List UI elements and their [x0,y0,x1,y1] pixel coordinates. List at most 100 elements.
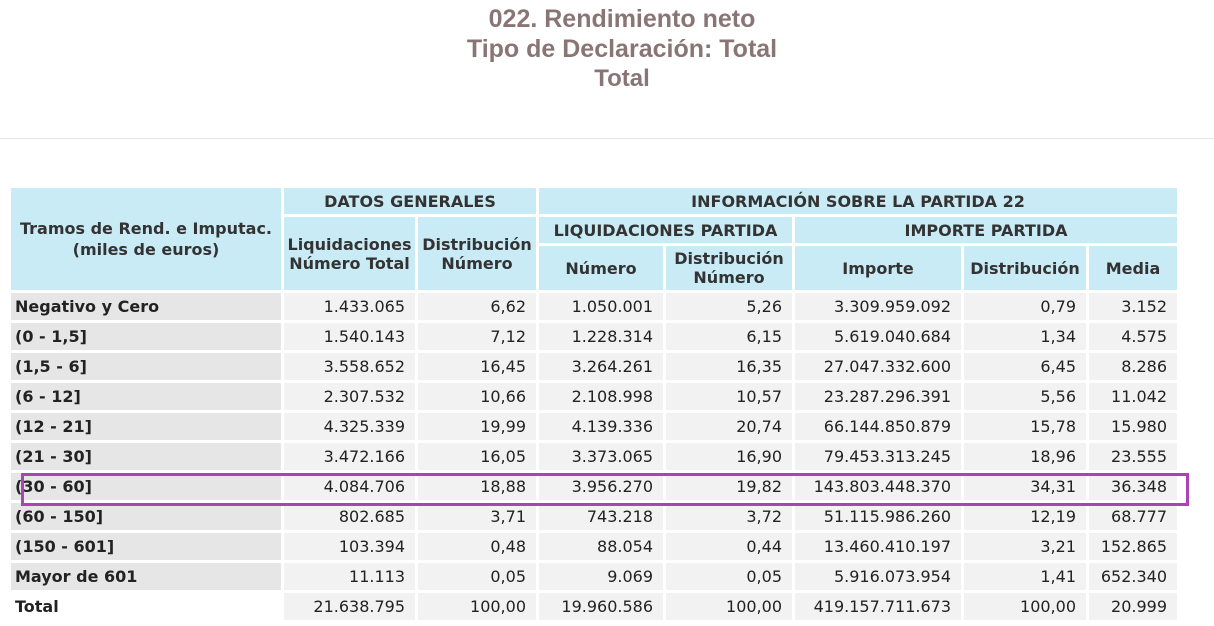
cell: 3.309.959.092 [795,293,961,320]
cell: 3,21 [964,533,1086,560]
row-label: (30 - 60] [11,473,281,500]
cell: 1.540.143 [284,323,415,350]
cell: 19,82 [666,473,792,500]
cell: 16,45 [418,353,536,380]
cell: 11.042 [1089,383,1177,410]
report-title: 022. Rendimiento neto [488,5,756,33]
table-row: Mayor de 601 11.113 0,05 9.069 0,05 5.91… [11,563,1177,590]
report-subtitle: Tipo de Declaración: Total [466,35,778,63]
cell: 7,12 [418,323,536,350]
row-label: (6 - 12] [11,383,281,410]
total-label: Total [11,593,281,620]
cell: 16,05 [418,443,536,470]
cell: 16,90 [666,443,792,470]
cell: 13.460.410.197 [795,533,961,560]
cell: 27.047.332.600 [795,353,961,380]
table-row: (150 - 601] 103.394 0,48 88.054 0,44 13.… [11,533,1177,560]
cell: 5.916.073.954 [795,563,961,590]
row-label: Mayor de 601 [11,563,281,590]
cell: 3,72 [666,503,792,530]
cell: 10,66 [418,383,536,410]
cell: 34,31 [964,473,1086,500]
cell: 10,57 [666,383,792,410]
cell: 66.144.850.879 [795,413,961,440]
cell: 4.325.339 [284,413,415,440]
cell: 2.108.998 [539,383,663,410]
cell: 1,34 [964,323,1086,350]
table-row-highlighted: (30 - 60] 4.084.706 18,88 3.956.270 19,8… [11,473,1177,500]
col-header-importe: Importe [795,246,961,290]
cell: 6,15 [666,323,792,350]
cell: 0,05 [666,563,792,590]
divider [0,138,1214,139]
cell: 1.228.314 [539,323,663,350]
importe-partida-header: IMPORTE PARTIDA [795,217,1177,243]
cell: 88.054 [539,533,663,560]
cell: 15.980 [1089,413,1177,440]
row-label: (12 - 21] [11,413,281,440]
table-row: (60 - 150] 802.685 3,71 743.218 3,72 51.… [11,503,1177,530]
cell: 0,79 [964,293,1086,320]
table-row: (6 - 12] 2.307.532 10,66 2.108.998 10,57… [11,383,1177,410]
table-row-total: Total 21.638.795 100,00 19.960.586 100,0… [11,593,1177,620]
cell: 20,74 [666,413,792,440]
cell: 51.115.986.260 [795,503,961,530]
cell: 11.113 [284,563,415,590]
cell: 3.472.166 [284,443,415,470]
cell: 0,05 [418,563,536,590]
cell: 103.394 [284,533,415,560]
cell: 20.999 [1089,593,1177,620]
row-label: Negativo y Cero [11,293,281,320]
row-label: (0 - 1,5] [11,323,281,350]
table-row: (21 - 30] 3.472.166 16,05 3.373.065 16,9… [11,443,1177,470]
col-header-numero: Número [539,246,663,290]
cell: 3.956.270 [539,473,663,500]
row-label: (1,5 - 6] [11,353,281,380]
cell: 802.685 [284,503,415,530]
cell: 4.084.706 [284,473,415,500]
cell: 0,44 [666,533,792,560]
liquidaciones-partida-header: LIQUIDACIONES PARTIDA [539,217,792,243]
cell: 100,00 [666,593,792,620]
cell: 5,26 [666,293,792,320]
col-header-media: Media [1089,246,1177,290]
col-header-liquidaciones-total: Liquidaciones Número Total [284,217,415,290]
cell: 152.865 [1089,533,1177,560]
cell: 19.960.586 [539,593,663,620]
cell: 5.619.040.684 [795,323,961,350]
cell: 3.558.652 [284,353,415,380]
row-label: (60 - 150] [11,503,281,530]
cell: 16,35 [666,353,792,380]
cell: 0,48 [418,533,536,560]
cell: 5,56 [964,383,1086,410]
cell: 68.777 [1089,503,1177,530]
report-title-block: 022. Rendimiento neto Tipo de Declaració… [0,4,1214,94]
informacion-partida-header: INFORMACIÓN SOBRE LA PARTIDA 22 [539,188,1177,214]
cell: 23.555 [1089,443,1177,470]
cell: 18,96 [964,443,1086,470]
cell: 3.264.261 [539,353,663,380]
cell: 743.218 [539,503,663,530]
cell: 652.340 [1089,563,1177,590]
cell: 8.286 [1089,353,1177,380]
cell: 12,19 [964,503,1086,530]
cell: 18,88 [418,473,536,500]
datos-generales-header: DATOS GENERALES [284,188,536,214]
table-row: (12 - 21] 4.325.339 19,99 4.139.336 20,7… [11,413,1177,440]
statistics-table: Tramos de Rend. e Imputac. (miles de eur… [8,185,1180,623]
cell: 21.638.795 [284,593,415,620]
cell: 19,99 [418,413,536,440]
cell: 4.139.336 [539,413,663,440]
cell: 6,45 [964,353,1086,380]
cell: 9.069 [539,563,663,590]
cell: 100,00 [964,593,1086,620]
cell: 3.373.065 [539,443,663,470]
col-header-distribucion-numero-partida: Distribución Número [666,246,792,290]
table-row: (1,5 - 6] 3.558.652 16,45 3.264.261 16,3… [11,353,1177,380]
cell: 143.803.448.370 [795,473,961,500]
row-label: (150 - 601] [11,533,281,560]
cell: 79.453.313.245 [795,443,961,470]
cell: 1.433.065 [284,293,415,320]
table-row: (0 - 1,5] 1.540.143 7,12 1.228.314 6,15 … [11,323,1177,350]
cell: 1,41 [964,563,1086,590]
